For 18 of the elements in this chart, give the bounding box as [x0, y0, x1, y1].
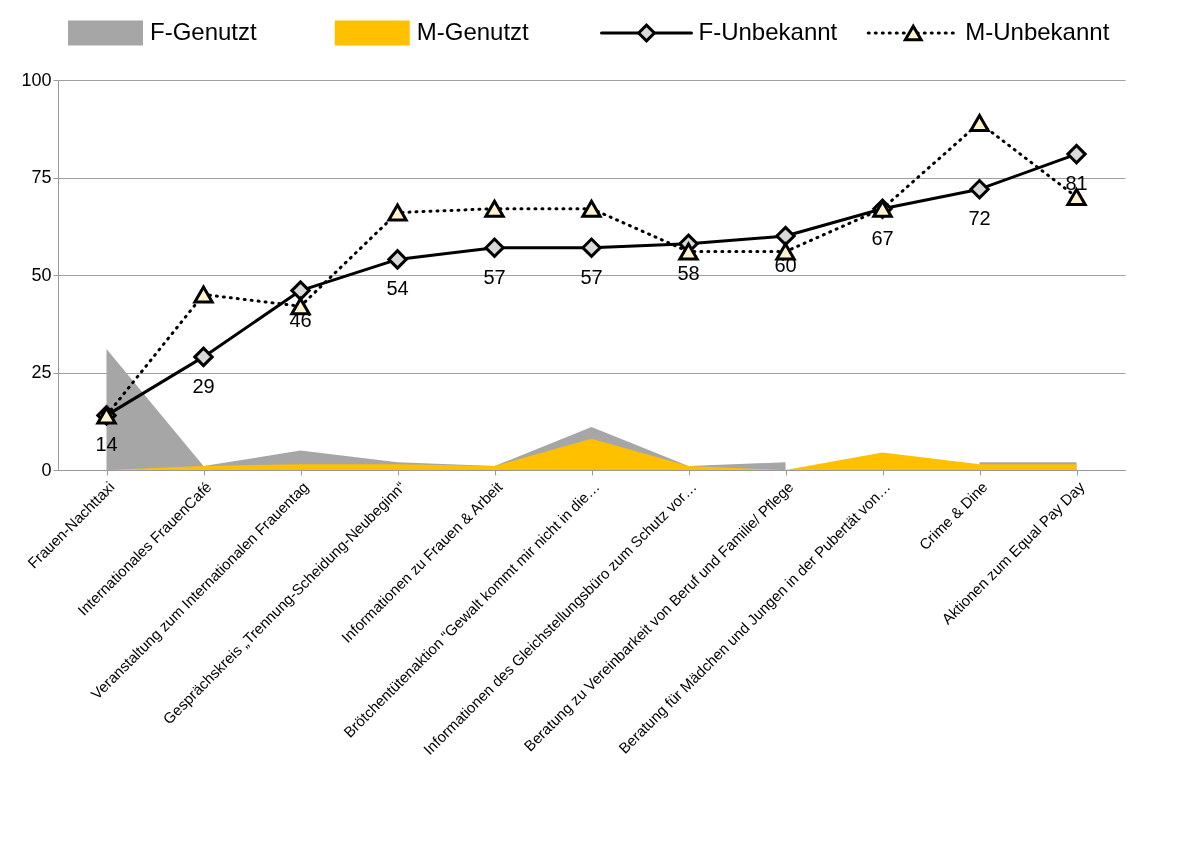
legend-label: M-Genutzt	[416, 18, 530, 45]
y-tick-label: 25	[31, 362, 52, 382]
data-label: 58	[677, 261, 700, 284]
data-label: 67	[871, 226, 894, 249]
legend-label: F-Unbekannt	[698, 18, 838, 45]
data-label: 57	[580, 265, 603, 288]
y-tick-label: 75	[31, 167, 52, 187]
y-tick-label: 100	[21, 69, 52, 90]
legend-label: F-Genutzt	[150, 18, 258, 45]
data-label: 14	[95, 433, 118, 456]
data-label: 72	[968, 207, 991, 230]
legend-label: M-Unbekannt	[965, 18, 1110, 45]
data-label: 57	[483, 265, 506, 288]
data-label: 81	[1065, 172, 1088, 195]
y-tick-label: 0	[41, 459, 52, 480]
data-label: 29	[192, 374, 215, 397]
y-tick-label: 50	[31, 264, 52, 285]
data-label: 54	[386, 277, 409, 300]
